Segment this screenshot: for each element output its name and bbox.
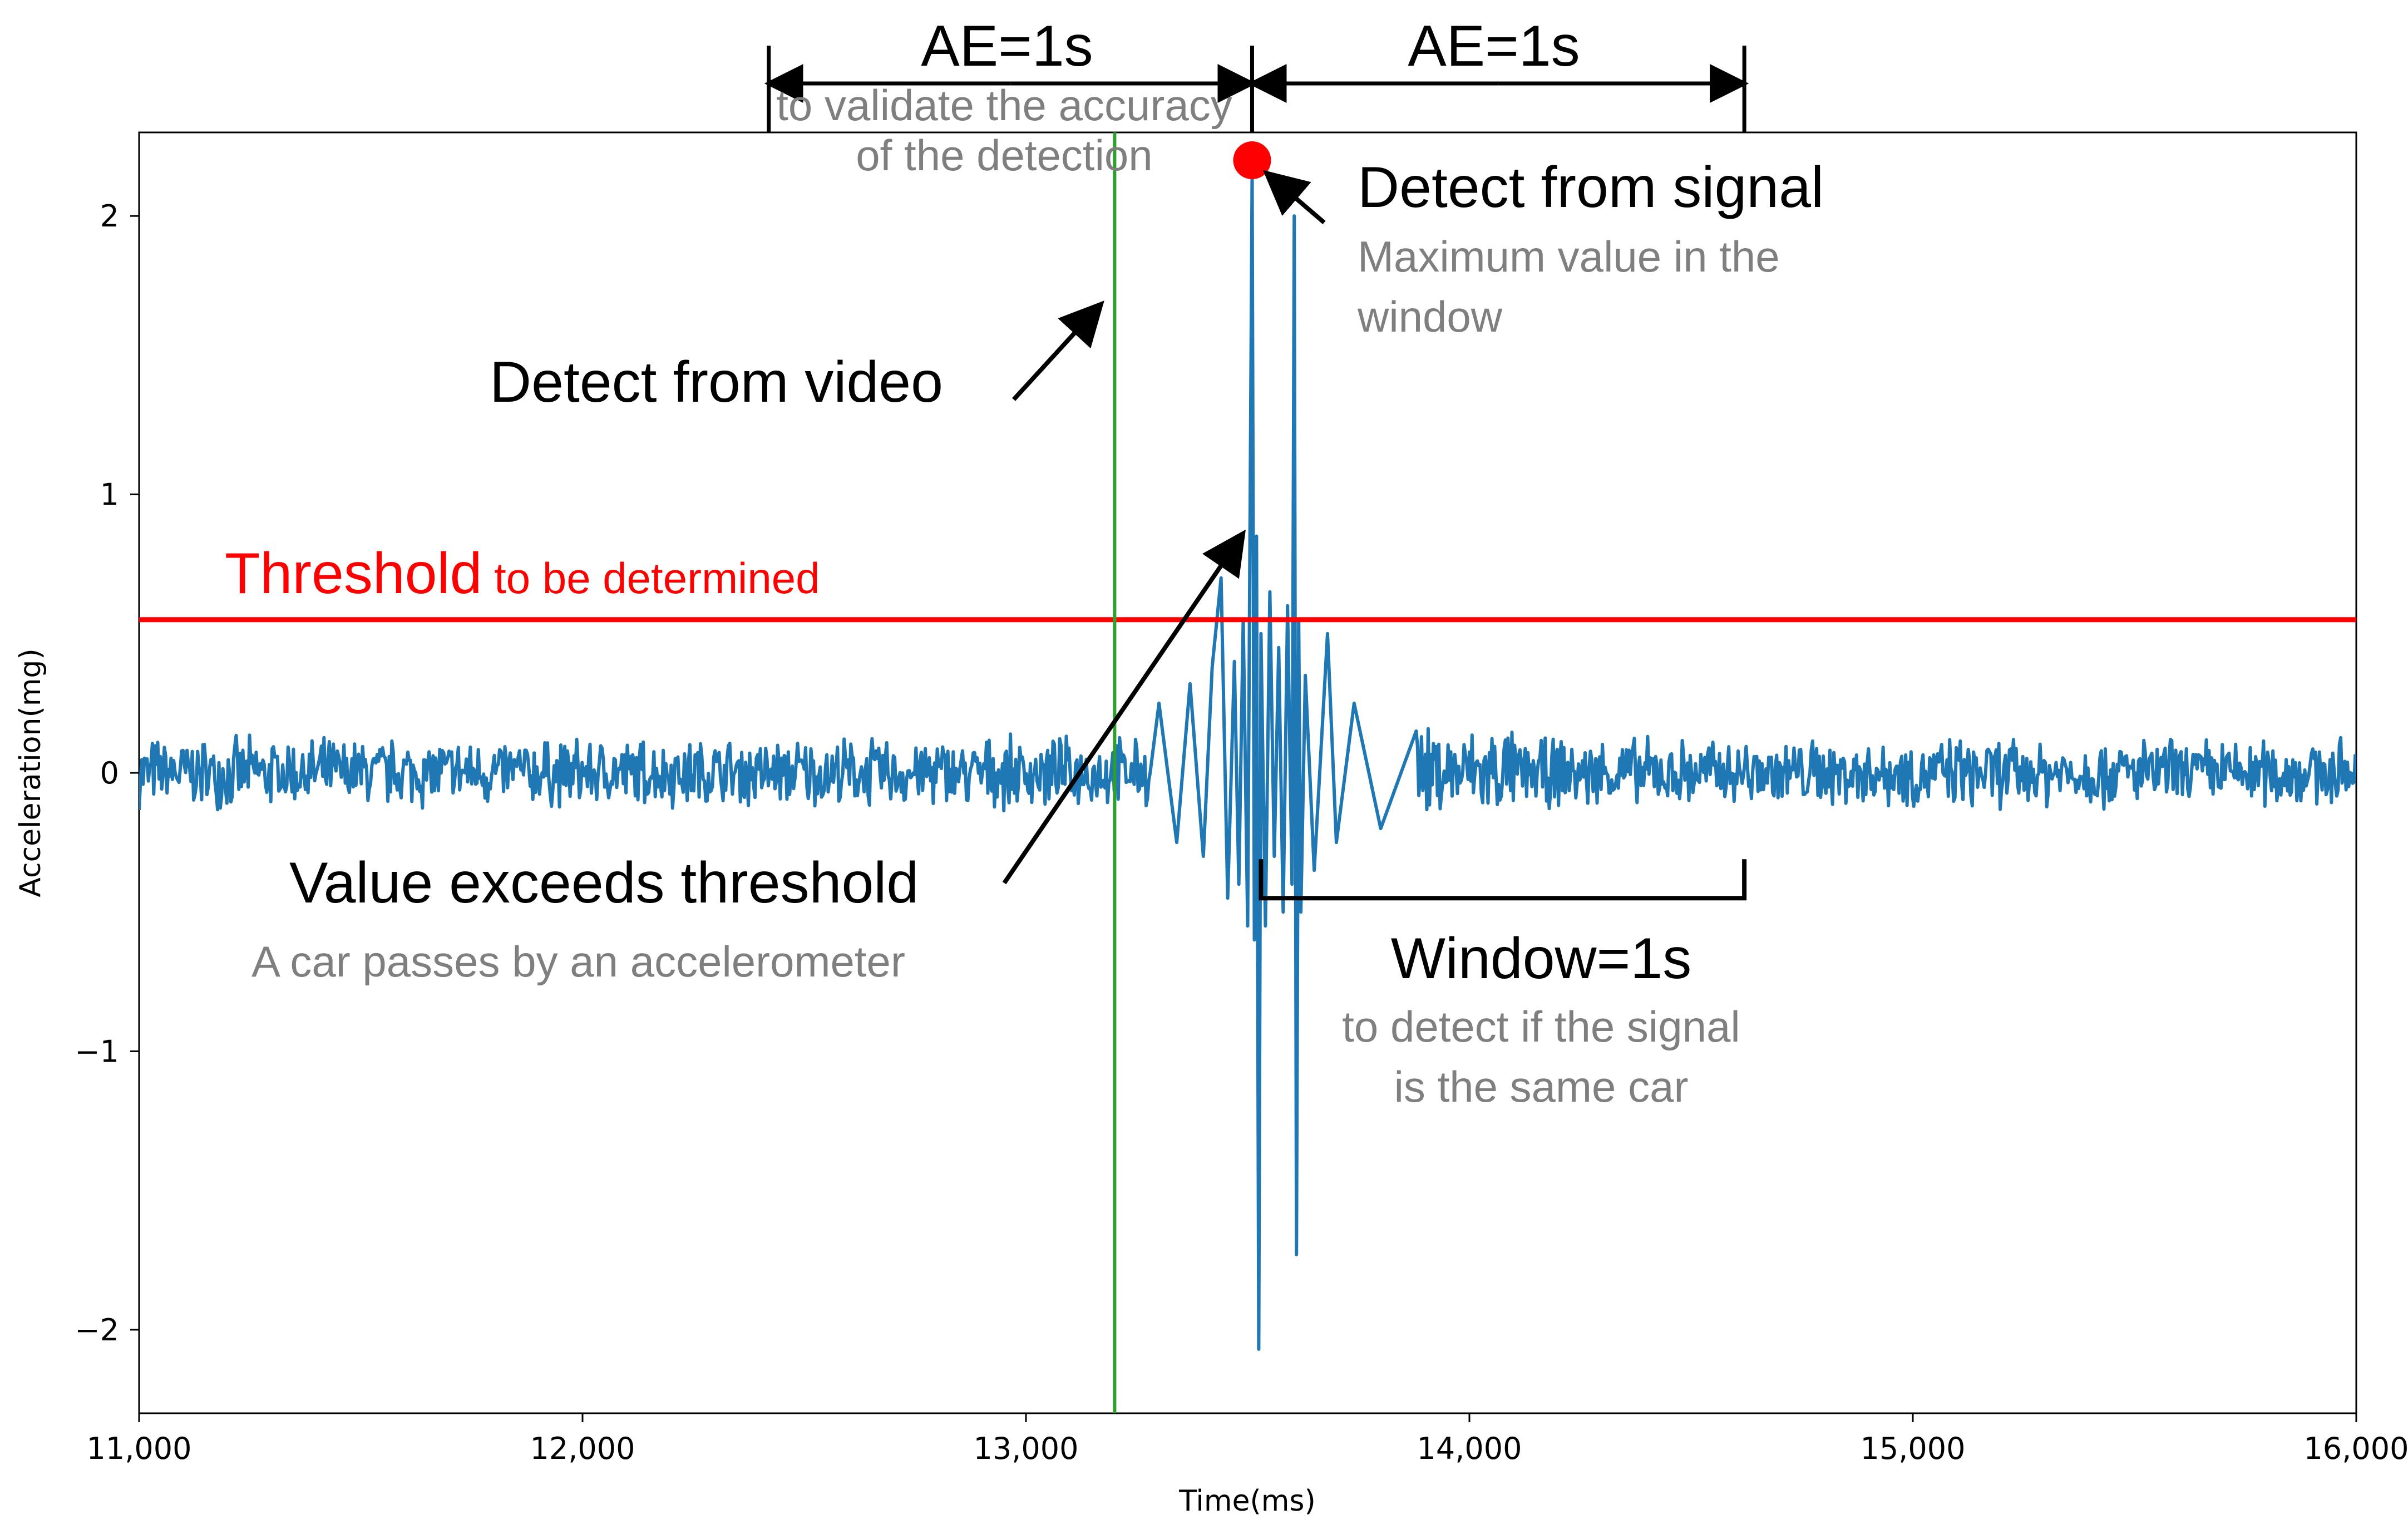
value-exceeds-sub: A car passes by an accelerometer (251, 937, 905, 986)
window-sub1: to detect if the signal (1342, 1002, 1740, 1051)
signal-line (139, 172, 2356, 1351)
ae-brackets (764, 46, 1749, 132)
y-axis-ticks: −2 −1 0 1 2 (75, 199, 139, 1348)
detect-signal-label: Detect from signal (1358, 155, 1824, 220)
x-tick-label: 11,000 (87, 1431, 192, 1466)
x-tick-label: 14,000 (1417, 1431, 1522, 1466)
ae-sub-line2: of the detection (856, 131, 1152, 180)
threshold-main: Threshold (225, 541, 482, 606)
x-axis-label: Time(ms) (1178, 1484, 1316, 1518)
arrow-detect-video (1012, 300, 1104, 401)
x-tick-label: 13,000 (974, 1431, 1079, 1466)
signal-peak-marker (1233, 141, 1271, 180)
window-label: Window=1s (1391, 926, 1691, 991)
x-tick-label: 15,000 (1861, 1431, 1966, 1466)
ae-sub-line1: to validate the accuracy (776, 81, 1232, 130)
detect-signal-sub2: window (1357, 292, 1503, 341)
detect-signal-sub1: Maximum value in the (1358, 232, 1780, 281)
x-axis-ticks: 11,000 12,000 13,000 14,000 15,000 16,000 (87, 1413, 2408, 1466)
x-tick-label: 16,000 (2304, 1431, 2408, 1466)
window-bracket (1259, 859, 1747, 901)
threshold-label: Threshold to be determined (225, 541, 820, 606)
ae-right-label: AE=1s (1408, 14, 1580, 78)
y-axis-label: Acceleration(mg) (14, 648, 47, 897)
arrow-value-exceeds (1002, 529, 1246, 885)
ae-left-label: AE=1s (921, 14, 1093, 78)
threshold-sub: to be determined (482, 554, 820, 603)
y-tick-label: 0 (100, 756, 119, 791)
y-tick-label: 2 (100, 199, 119, 234)
detect-video-label: Detect from video (490, 350, 943, 415)
y-tick-label: −2 (75, 1313, 119, 1348)
arrow-detect-signal (1262, 170, 1326, 225)
window-sub2: is the same car (1394, 1062, 1689, 1111)
y-tick-label: −1 (75, 1034, 119, 1069)
x-tick-label: 12,000 (530, 1431, 635, 1466)
annotation-arrows (1002, 170, 1326, 885)
value-exceeds-label: Value exceeds threshold (289, 851, 919, 915)
y-tick-label: 1 (100, 477, 119, 512)
